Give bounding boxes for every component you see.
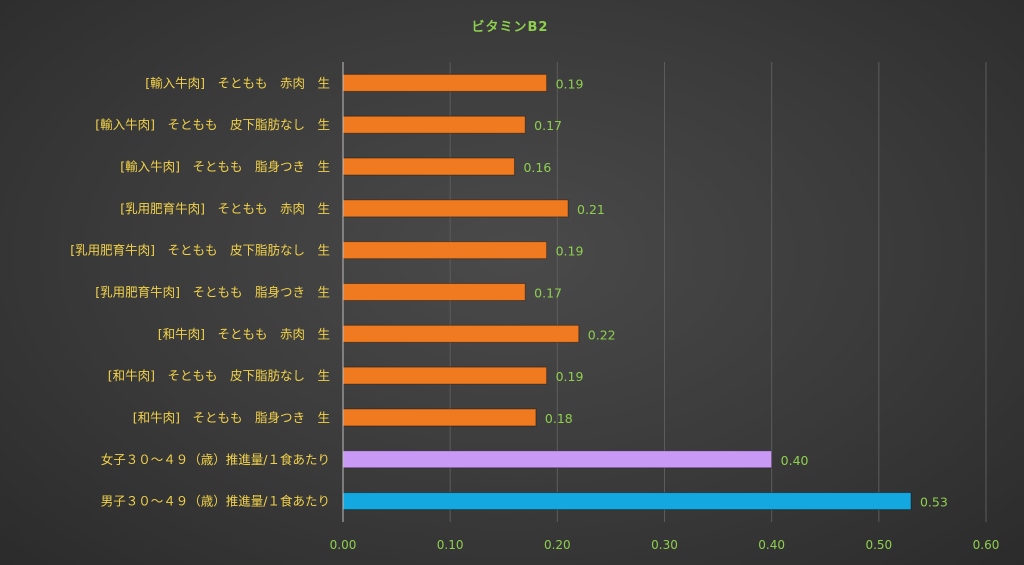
x-tick-label: 0.10 [437,538,464,552]
category-label: 女子３０～４９（歳）推進量/１食あたり [101,452,330,467]
data-label: 0.17 [534,118,562,133]
x-tick-label: 0.00 [330,538,357,552]
data-labels: 0.19 0.17 0.16 0.21 0.19 0.17 0.22 0.19 0.18 0.40… [523,76,947,509]
category-label: [和牛肉] そともも 赤肉 生 [158,326,330,341]
data-label: 0.40 [781,453,809,468]
bar [342,492,912,511]
x-tick-label: 0.20 [544,538,571,552]
bar [342,408,537,427]
bar [342,324,580,343]
data-label: 0.17 [534,286,562,301]
bar [342,199,569,218]
category-label: [輸入牛肉] そともも 脂身つき 生 [120,159,330,174]
bar [342,450,773,469]
data-label: 0.16 [523,160,551,175]
bar [342,73,548,92]
data-label: 0.19 [556,76,584,91]
category-label: [和牛肉] そともも 皮下脂肪なし 生 [108,368,330,383]
gridlines [449,62,987,522]
category-label: [乳用肥育牛肉] そともも 皮下脂肪なし 生 [70,243,330,258]
category-labels: [輸入牛肉] そともも 赤肉 生 [輸入牛肉] そともも 皮下脂肪なし 生 [輸入牛… [70,75,330,508]
category-label: [乳用肥育牛肉] そともも 脂身つき 生 [95,285,330,300]
bar [342,115,526,134]
bars [342,73,912,511]
x-tick-labels: 0.00 0.10 0.20 0.30 0.40 0.50 0.60 [330,538,1000,552]
category-label: [和牛肉] そともも 脂身つき 生 [133,410,330,425]
x-tick-label: 0.40 [758,538,785,552]
data-label: 0.18 [545,411,573,426]
x-tick-label: 0.30 [651,538,678,552]
category-label: [輸入牛肉] そともも 赤肉 生 [145,75,330,90]
category-label: 男子３０～４９（歳）推進量/１食あたり [101,494,330,509]
data-label: 0.19 [556,369,584,384]
x-tick-label: 0.50 [865,538,892,552]
data-label: 0.22 [588,327,616,342]
data-label: 0.21 [577,202,605,217]
chart-title: ビタミンB2 [472,19,549,35]
bar [342,283,526,301]
category-label: [輸入牛肉] そともも 皮下脂肪なし 生 [95,117,330,132]
bar [342,157,515,176]
category-label: [乳用肥育牛肉] そともも 赤肉 生 [120,201,330,216]
data-label: 0.19 [556,244,584,259]
x-tick-label: 0.60 [973,538,1000,552]
bar [342,366,548,385]
data-label: 0.53 [920,495,948,510]
bar [342,241,548,260]
